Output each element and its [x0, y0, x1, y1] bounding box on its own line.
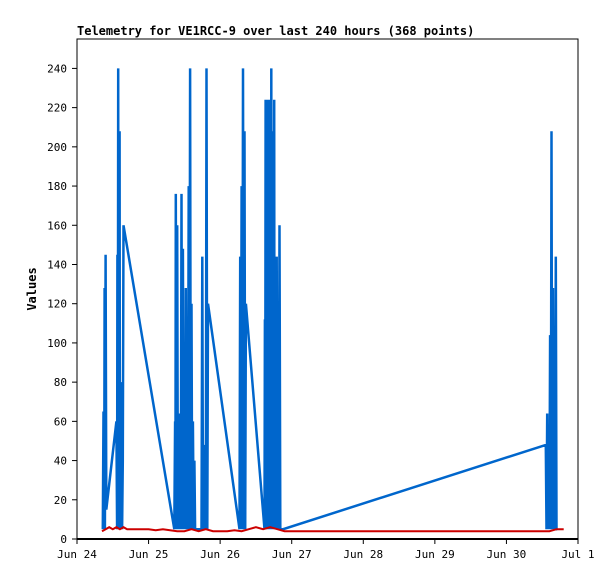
series-layer [77, 68, 578, 540]
y-tick-label: 60 [54, 415, 67, 428]
y-tick-label: 140 [47, 258, 67, 271]
y-axis-title: Values [25, 267, 39, 310]
plot-area [76, 38, 579, 540]
x-tick-label: Jun 29 [415, 548, 455, 561]
y-tick-label: 160 [47, 219, 67, 232]
x-tick-label: Jun 27 [272, 548, 312, 561]
series-line-1 [101, 68, 558, 531]
y-tick-label: 0 [60, 533, 67, 546]
x-tick-label: Jul 1 [561, 548, 594, 561]
x-tick-label: Jun 25 [129, 548, 169, 561]
y-tick-label: 40 [54, 455, 67, 468]
x-tick-label: Jun 24 [57, 548, 97, 561]
y-tick-label: 20 [54, 494, 67, 507]
series-line-2 [101, 526, 564, 533]
y-tick-label: 220 [47, 102, 67, 115]
x-axis: Jun 24 Jun 25 Jun 26 Jun 27 Jun 28 Jun 29 Jun … [57, 539, 595, 561]
y-tick-label: 240 [47, 62, 67, 75]
y-tick-label: 80 [54, 376, 67, 389]
y-tick-label: 180 [47, 180, 67, 193]
y-tick-label: 200 [47, 141, 67, 154]
y-axis: 0 20 40 60 80 100 120 140 160 180 200 220 240 [47, 62, 77, 546]
x-tick-label: Jun 26 [200, 548, 240, 561]
y-tick-label: 100 [47, 337, 67, 350]
x-tick-label: Jun 30 [487, 548, 527, 561]
y-tick-label: 120 [47, 298, 67, 311]
x-tick-label: Jun 28 [343, 548, 383, 561]
chart-title: Telemetry for VE1RCC-9 over last 240 hou… [77, 24, 474, 38]
